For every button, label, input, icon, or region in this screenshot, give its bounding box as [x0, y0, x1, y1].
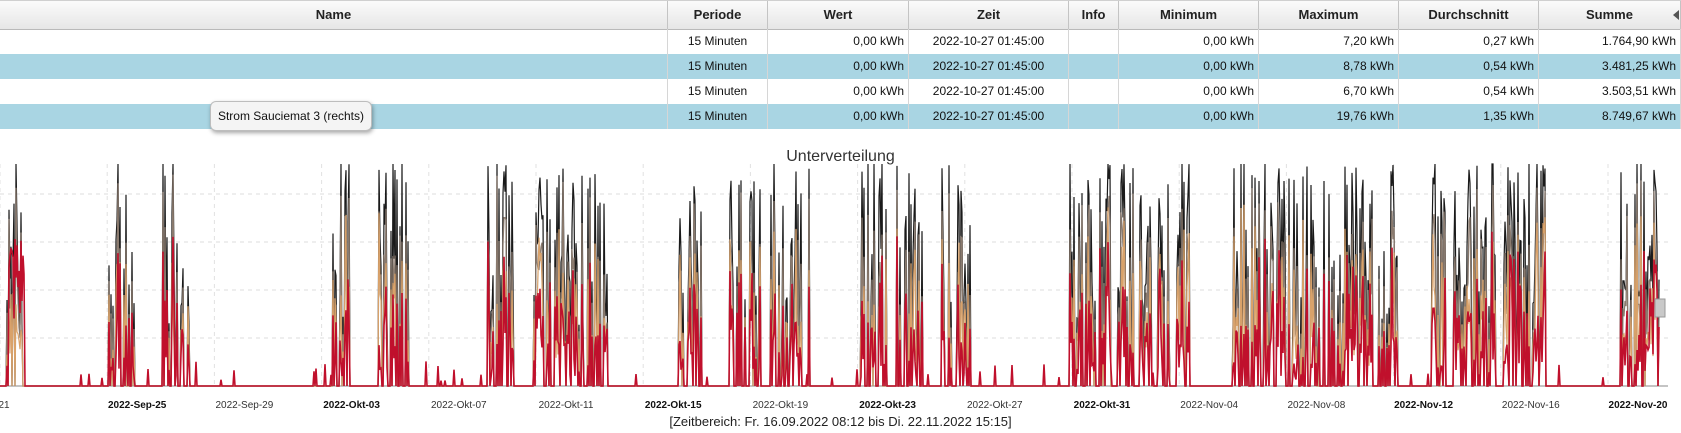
- cell-name: [0, 54, 668, 79]
- cell-name: [0, 29, 668, 54]
- time-range-label: [Zeitbereich: Fr. 16.09.2022 08:12 bis D…: [669, 414, 1012, 429]
- series-grey-line: [0, 174, 1660, 387]
- column-header-durchschnitt[interactable]: Durchschnitt: [1399, 1, 1539, 29]
- cell-periode: 15 Minuten: [668, 54, 768, 79]
- cell-info: [1069, 104, 1119, 129]
- table-row[interactable]: 15 Minuten 0,00 kWh 2022-10-27 01:45:00 0,0…: [0, 79, 1681, 104]
- column-header-maximum[interactable]: Maximum: [1259, 1, 1399, 29]
- column-header-periode[interactable]: Periode: [668, 1, 768, 29]
- cell-periode: 15 Minuten: [668, 104, 768, 129]
- table-row[interactable]: 15 Minuten 0,00 kWh 2022-10-27 01:45:00 0,0…: [0, 54, 1681, 79]
- x-tick-label: 2022-Okt-07: [431, 400, 487, 411]
- cell-minimum: 0,00 kWh: [1119, 29, 1259, 54]
- cell-summe: 3.481,25 kWh: [1539, 54, 1681, 79]
- chart-title: Unterverteilung: [786, 148, 895, 165]
- cell-summe: 8.749,67 kWh: [1539, 104, 1681, 129]
- cell-wert: 0,00 kWh: [768, 104, 909, 129]
- x-tick-label: 2022-Nov-08: [1287, 400, 1345, 411]
- column-header-info[interactable]: Info: [1069, 1, 1119, 29]
- cell-zeit: 2022-10-27 01:45:00: [909, 104, 1069, 129]
- cell-maximum: 7,20 kWh: [1259, 29, 1399, 54]
- cell-wert: 0,00 kWh: [768, 54, 909, 79]
- x-tick-label: 2022-Nov-16: [1502, 400, 1560, 411]
- series-red-line: [0, 231, 1660, 387]
- column-header-minimum[interactable]: Minimum: [1119, 1, 1259, 29]
- cell-summe: 1.764,90 kWh: [1539, 29, 1681, 54]
- x-tick-label: 2022-Sep-29: [215, 400, 273, 411]
- x-tick-label: 2022-Okt-03: [323, 400, 380, 411]
- x-tick-label: 2022-Sep-25: [108, 400, 167, 411]
- x-tick-label: 2022-Okt-11: [539, 400, 594, 411]
- cell-zeit: 2022-10-27 01:45:00: [909, 54, 1069, 79]
- table-header: Name Periode Wert Zeit Info Minimum Maxi…: [0, 0, 1681, 30]
- data-table: Name Periode Wert Zeit Info Minimum Maxi…: [0, 0, 1681, 131]
- cell-name: [0, 104, 668, 129]
- table-row[interactable]: 15 Minuten 0,00 kWh 2022-10-27 01:45:00 0,0…: [0, 29, 1681, 54]
- column-header-name[interactable]: Name: [0, 1, 668, 29]
- cell-durchschnitt: 0,54 kWh: [1399, 54, 1539, 79]
- cell-maximum: 19,76 kWh: [1259, 104, 1399, 129]
- cell-summe: 3.503,51 kWh: [1539, 79, 1681, 104]
- column-header-summe[interactable]: Summe: [1539, 1, 1681, 29]
- cell-durchschnitt: 0,54 kWh: [1399, 79, 1539, 104]
- cell-zeit: 2022-10-27 01:45:00: [909, 79, 1069, 104]
- cell-minimum: 0,00 kWh: [1119, 79, 1259, 104]
- x-tick-label: 2022-Nov-20: [1609, 400, 1668, 411]
- cell-name: [0, 79, 668, 104]
- column-header-zeit[interactable]: Zeit: [909, 1, 1069, 29]
- x-tick-label: 21: [0, 400, 10, 411]
- cell-info: [1069, 54, 1119, 79]
- cell-maximum: 6,70 kWh: [1259, 79, 1399, 104]
- cell-minimum: 0,00 kWh: [1119, 54, 1259, 79]
- x-tick-label: 2022-Okt-31: [1074, 400, 1131, 411]
- cell-info: [1069, 79, 1119, 104]
- scroll-arrow-icon[interactable]: [1673, 10, 1679, 20]
- series-tan-line: [0, 204, 1660, 387]
- cell-zeit: 2022-10-27 01:45:00: [909, 29, 1069, 54]
- chart-plot[interactable]: 21 2022-Sep-25 2022-Sep-29 2022-Okt-03 2022-…: [0, 134, 1681, 414]
- tooltip: Strom Sauciemat 3 (rechts): [210, 101, 372, 131]
- x-tick-label: 2022-Nov-04: [1180, 400, 1238, 411]
- x-tick-label: 2022-Okt-15: [645, 400, 702, 411]
- x-tick-label: 2022-Okt-19: [753, 400, 809, 411]
- cell-durchschnitt: 0,27 kWh: [1399, 29, 1539, 54]
- x-tick-label: 2022-Nov-12: [1394, 400, 1453, 411]
- cell-periode: 15 Minuten: [668, 29, 768, 54]
- series-black-line: [0, 163, 1660, 387]
- cell-info: [1069, 29, 1119, 54]
- x-tick-label: 2022-Okt-23: [859, 400, 916, 411]
- cell-durchschnitt: 1,35 kWh: [1399, 104, 1539, 129]
- chart-scroll-marker: [1654, 298, 1666, 318]
- cell-wert: 0,00 kWh: [768, 79, 909, 104]
- chart-panel: Unterverteilung 21 2022-Sep-25 2022-Sep-29…: [0, 134, 1681, 433]
- cell-maximum: 8,78 kWh: [1259, 54, 1399, 79]
- cell-periode: 15 Minuten: [668, 79, 768, 104]
- x-tick-label: 2022-Okt-27: [967, 400, 1023, 411]
- cell-wert: 0,00 kWh: [768, 29, 909, 54]
- cell-minimum: 0,00 kWh: [1119, 104, 1259, 129]
- column-header-wert[interactable]: Wert: [768, 1, 909, 29]
